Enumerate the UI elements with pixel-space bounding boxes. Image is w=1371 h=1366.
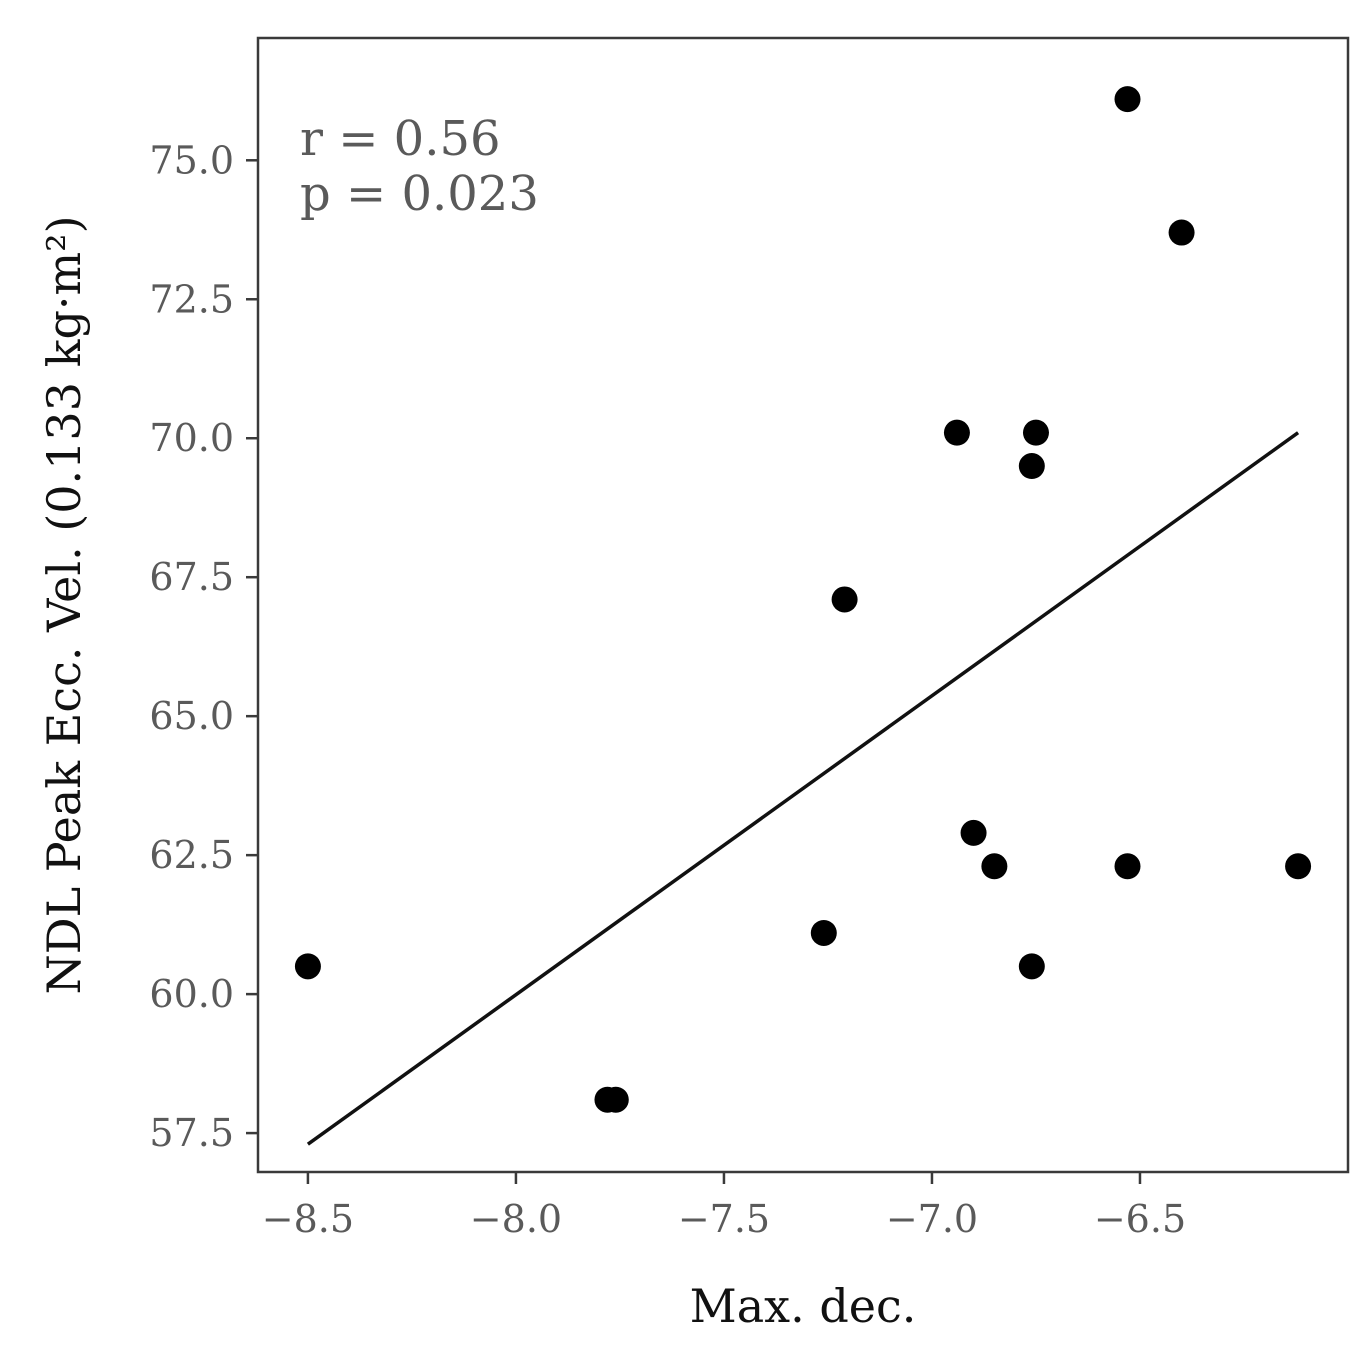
data-point	[294, 953, 321, 980]
data-point	[1285, 853, 1312, 880]
y-tick-label: 60.0	[149, 972, 234, 1016]
data-point	[602, 1086, 629, 1113]
y-tick-label: 67.5	[149, 555, 234, 599]
data-point	[981, 853, 1008, 880]
data-point	[943, 419, 970, 446]
data-point	[1168, 219, 1195, 246]
x-tick-label: −7.0	[886, 1197, 978, 1241]
data-point	[960, 819, 987, 846]
y-tick-label: 62.5	[149, 833, 234, 877]
x-tick-label: −8.0	[470, 1197, 562, 1241]
axis-ticks: −8.5 −8.0 −7.5 −7.0 −6.5 57.5 60.0 62.5 65.0 67.5…	[149, 138, 1186, 1241]
y-axis-title: NDL Peak Ecc. Vel. (0.133 kg·m²)	[37, 215, 91, 994]
regression-line-group	[306, 431, 1300, 1146]
y-tick-label: 75.0	[149, 138, 234, 182]
x-tick-label: −6.5	[1094, 1197, 1186, 1241]
x-tick-label: −7.5	[678, 1197, 770, 1241]
correlation-r-label: r = 0.56	[300, 111, 501, 167]
data-points	[294, 86, 1312, 1113]
y-tick-label: 57.5	[149, 1111, 234, 1155]
data-point	[1022, 419, 1049, 446]
data-point	[1114, 853, 1141, 880]
data-point	[1018, 453, 1045, 480]
data-point	[810, 919, 837, 946]
correlation-p-label: p = 0.023	[300, 166, 539, 222]
x-axis-title: Max. dec.	[690, 1279, 917, 1333]
plot-frame	[256, 36, 1350, 1174]
y-tick-label: 65.0	[149, 694, 234, 738]
regression-line	[306, 431, 1300, 1146]
x-tick-label: −8.5	[262, 1197, 354, 1241]
y-tick-label: 70.0	[149, 416, 234, 460]
data-point	[1114, 86, 1141, 113]
data-point	[1018, 953, 1045, 980]
y-tick-label: 72.5	[149, 277, 234, 321]
data-point	[831, 586, 858, 613]
